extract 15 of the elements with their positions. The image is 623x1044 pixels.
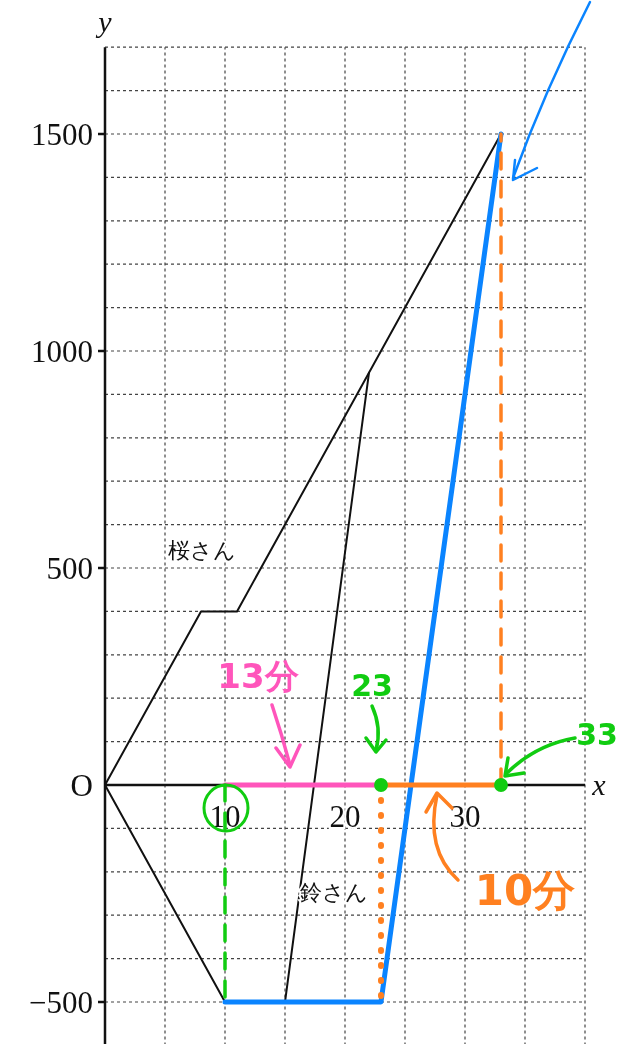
x-axis-title: x (591, 768, 607, 801)
series-label: 鈴さん (300, 880, 368, 905)
annotation: 13分 (217, 656, 299, 696)
annotation: 23 (351, 668, 393, 703)
y-tick-label: 1500 (31, 117, 93, 152)
y-tick-label: 1000 (31, 334, 93, 369)
y-tick-label: O (70, 768, 93, 803)
y-tick-label: 500 (46, 551, 93, 586)
x-tick-label: 30 (449, 799, 481, 834)
annotation: 10分 (474, 866, 576, 915)
y-axis-title: y (95, 5, 113, 38)
series-label: 桜さん (168, 538, 236, 563)
annotation: 33 (576, 717, 618, 752)
y-tick-label: −500 (29, 985, 93, 1020)
x-tick-label: 20 (329, 799, 361, 834)
